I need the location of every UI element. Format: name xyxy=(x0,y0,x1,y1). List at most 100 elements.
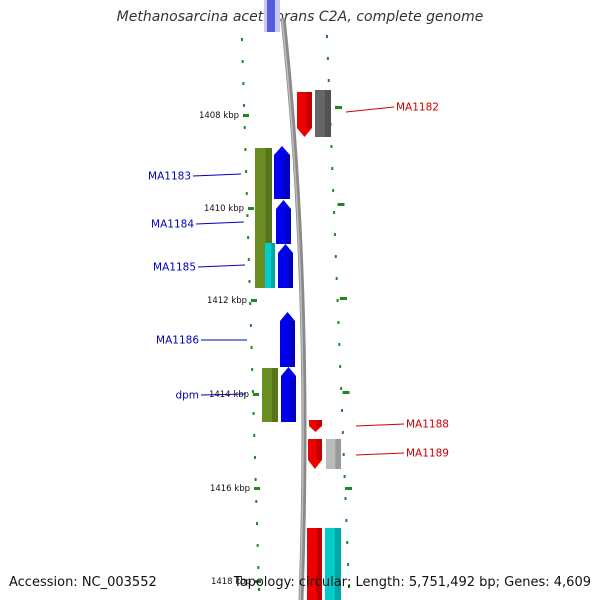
feature-cyan-bottom-body xyxy=(325,528,341,600)
track-dot xyxy=(249,324,252,327)
track-dot xyxy=(250,346,253,349)
track-dot xyxy=(242,82,245,85)
track-dot xyxy=(253,456,256,459)
track-dot xyxy=(326,57,329,60)
tick-mark-0 xyxy=(243,114,249,117)
gene-ma1182-shade xyxy=(306,92,312,128)
gene-label-line-ma1184 xyxy=(195,221,245,225)
track-dot xyxy=(341,431,344,434)
gene-label-ma1182: MA1182 xyxy=(396,102,439,114)
gene-label-line-ma1189 xyxy=(355,452,405,456)
tick-label-2: 1412 kbp xyxy=(207,296,247,306)
gene-ma1189 xyxy=(308,439,322,469)
gene-label-line-ma1182 xyxy=(345,106,395,113)
gene-ma1185-body xyxy=(278,244,293,288)
gene-dpm-body xyxy=(281,367,296,422)
feature-lightgray-1 xyxy=(326,439,341,469)
feature-olive-2 xyxy=(262,368,278,422)
track-dot xyxy=(344,497,347,500)
track-dot xyxy=(326,35,328,38)
gene-ma1188-body xyxy=(309,420,322,432)
genome-backbone-highlight xyxy=(281,17,304,600)
right-tick-3 xyxy=(342,391,350,394)
gene-label-ma1188: MA1188 xyxy=(406,419,449,431)
feature-cyan-1-shade xyxy=(271,243,275,288)
feature-red-bottom-shade xyxy=(316,528,322,600)
tick-label-1: 1410 kbp xyxy=(204,204,244,214)
track-dot xyxy=(243,126,246,129)
track-dot xyxy=(342,453,345,456)
right-tick-1 xyxy=(337,203,345,206)
tick-label-3: 1414 kbp xyxy=(209,390,249,400)
topology-text: Topology: circular; Length: 5,751,492 bp… xyxy=(233,575,591,590)
gene-ma1184-shade xyxy=(285,209,291,244)
gene-label-ma1183: MA1183 xyxy=(148,171,191,183)
gene-top-fragment-core xyxy=(267,0,275,32)
tick-mark-5 xyxy=(255,580,261,583)
track-dot xyxy=(249,302,252,305)
tick-mark-3 xyxy=(253,393,259,396)
feature-gray-1 xyxy=(315,90,331,137)
track-dot xyxy=(335,277,338,280)
feature-lightgray-1-body xyxy=(326,439,341,469)
right-tick-2 xyxy=(340,297,347,300)
track-dot xyxy=(255,500,258,503)
track-dot xyxy=(241,38,243,41)
track-dot xyxy=(340,409,343,412)
gene-label-ma1186: MA1186 xyxy=(156,335,199,347)
feature-olive-1-shade xyxy=(265,148,272,288)
track-dot xyxy=(254,478,257,481)
track-dot xyxy=(251,368,254,371)
track-dot xyxy=(345,519,348,522)
track-dot xyxy=(339,365,342,368)
feature-lightgray-1-shade xyxy=(335,439,341,469)
map-title: Methanosarcina acetivorans C2A, complete… xyxy=(116,9,484,25)
track-dot xyxy=(258,588,260,591)
gene-ma1186-shade xyxy=(289,321,295,367)
tick-label-0: 1408 kbp xyxy=(199,111,239,121)
gene-ma1183-body xyxy=(274,146,290,199)
gene-ma1188-shade xyxy=(317,420,322,426)
gene-label-line-ma1183 xyxy=(192,173,242,177)
gene-label-line-ma1185 xyxy=(197,264,246,268)
track-dot xyxy=(246,214,249,217)
feature-cyan-bottom xyxy=(325,528,341,600)
feature-olive-2-shade xyxy=(271,368,278,422)
track-dot xyxy=(333,211,336,214)
gene-label-dpm: dpm xyxy=(175,390,199,402)
track-dot xyxy=(244,148,247,151)
track-dot xyxy=(330,145,333,148)
gene-ma1183 xyxy=(274,146,290,199)
track-dot xyxy=(255,522,258,525)
gene-ma1184 xyxy=(276,200,291,244)
tick-label-4: 1416 kbp xyxy=(210,484,250,494)
track-dot xyxy=(347,563,350,566)
feature-cyan-1-body xyxy=(265,243,275,288)
track-dot xyxy=(340,387,343,390)
gene-ma1182-body xyxy=(297,92,312,137)
feature-cyan-1 xyxy=(265,243,275,288)
track-dot xyxy=(333,233,336,236)
tick-mark-4 xyxy=(254,487,260,490)
gene-dpm xyxy=(281,367,296,422)
track-dot xyxy=(252,412,255,415)
track-dot xyxy=(337,321,340,324)
tick-mark-2 xyxy=(251,299,257,302)
track-dot xyxy=(245,170,248,173)
right-tick-0 xyxy=(335,106,342,109)
gene-ma1188 xyxy=(309,420,322,432)
feature-red-bottom-body xyxy=(307,528,322,600)
track-dot xyxy=(241,60,244,63)
track-dot xyxy=(331,167,334,170)
track-dot xyxy=(327,79,330,82)
feature-gray-1-body xyxy=(315,90,331,137)
gene-ma1185 xyxy=(278,244,293,288)
outer-right-track xyxy=(326,35,350,588)
genome-backbone xyxy=(280,17,307,600)
track-dot xyxy=(253,434,256,437)
gene-label-line-dpm xyxy=(200,393,247,396)
gene-label-ma1189: MA1189 xyxy=(406,448,449,460)
gene-ma1185-shade xyxy=(287,253,293,288)
